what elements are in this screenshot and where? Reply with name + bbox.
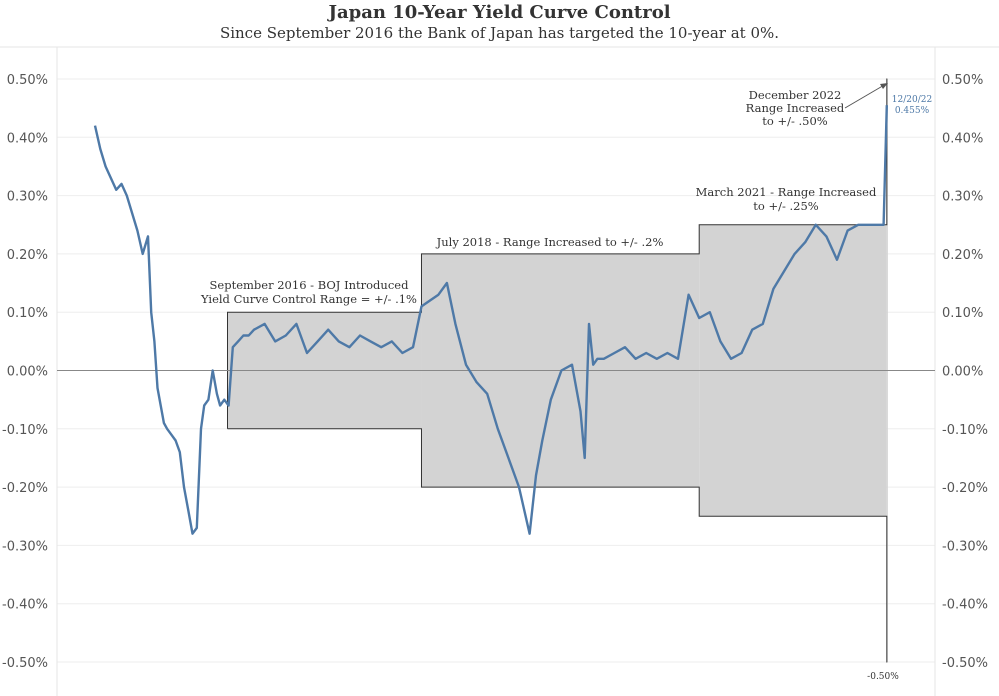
- last-value-label: 0.455%: [895, 106, 930, 116]
- annotation-mar2021-line1: March 2021 - Range Increased: [696, 185, 877, 199]
- y-tick-label-left: 0.10%: [7, 306, 48, 321]
- annotation-dec2022-line3: to +/- .50%: [762, 114, 828, 128]
- y-tick-label-left: 0.50%: [7, 73, 48, 88]
- y-tick-label-right: -0.40%: [942, 598, 988, 613]
- annotation-mar2021-line2: to +/- .25%: [753, 199, 819, 213]
- annotation-arrow: [844, 83, 887, 109]
- y-tick-label-right: 0.30%: [942, 190, 983, 205]
- annotation-dec2022-line2: Range Increased: [746, 101, 845, 115]
- y-axis-left: 0.50% 0.40% 0.30% 0.20% 0.10% 0.00% -0.10% -0.2…: [2, 73, 48, 671]
- y-tick-label-right: -0.50%: [942, 656, 988, 671]
- y-tick-label-left: 0.30%: [7, 190, 48, 205]
- y-tick-label-right: 0.40%: [942, 131, 983, 146]
- y-axis-right: 0.50% 0.40% 0.30% 0.20% 0.10% 0.00% -0.10% -0.2…: [942, 73, 988, 671]
- annotation-arrowhead: [880, 83, 888, 89]
- y-tick-label-left: -0.50%: [2, 656, 48, 671]
- y-tick-label-right: -0.20%: [942, 481, 988, 496]
- y-tick-label-left: -0.30%: [2, 539, 48, 554]
- yield-series-line: [93, 105, 888, 535]
- y-tick-label-left: 0.40%: [7, 131, 48, 146]
- y-tick-label-right: 0.20%: [942, 248, 983, 263]
- y-tick-label-left: 0.00%: [7, 365, 48, 380]
- y-tick-label-right: 0.50%: [942, 73, 983, 88]
- chart-title: Japan 10-Year Yield Curve Control: [328, 2, 671, 23]
- y-tick-label-right: 0.00%: [942, 365, 983, 380]
- annotation-sep2016-line1: September 2016 - BOJ Introduced: [210, 278, 410, 292]
- y-tick-label-left: -0.10%: [2, 423, 48, 438]
- y-tick-label-left: 0.20%: [7, 248, 48, 263]
- chart-subtitle: Since September 2016 the Bank of Japan h…: [219, 24, 780, 42]
- y-tick-label-left: -0.40%: [2, 598, 48, 613]
- y-tick-label-right: -0.10%: [942, 423, 988, 438]
- annotation-jul2018: July 2018 - Range Increased to +/- .2%: [436, 235, 664, 249]
- band-lower-outline: [227, 428, 888, 663]
- y-tick-label-right: 0.10%: [942, 306, 983, 321]
- y-tick-label-right: -0.30%: [942, 539, 988, 554]
- band-low-label: -0.50%: [867, 672, 899, 682]
- y-tick-label-left: -0.20%: [2, 481, 48, 496]
- annotation-sep2016-line2: Yield Curve Control Range = +/- .1%: [200, 292, 417, 306]
- last-date-label: 12/20/22: [892, 95, 932, 105]
- annotation-dec2022-line1: December 2022: [749, 88, 842, 102]
